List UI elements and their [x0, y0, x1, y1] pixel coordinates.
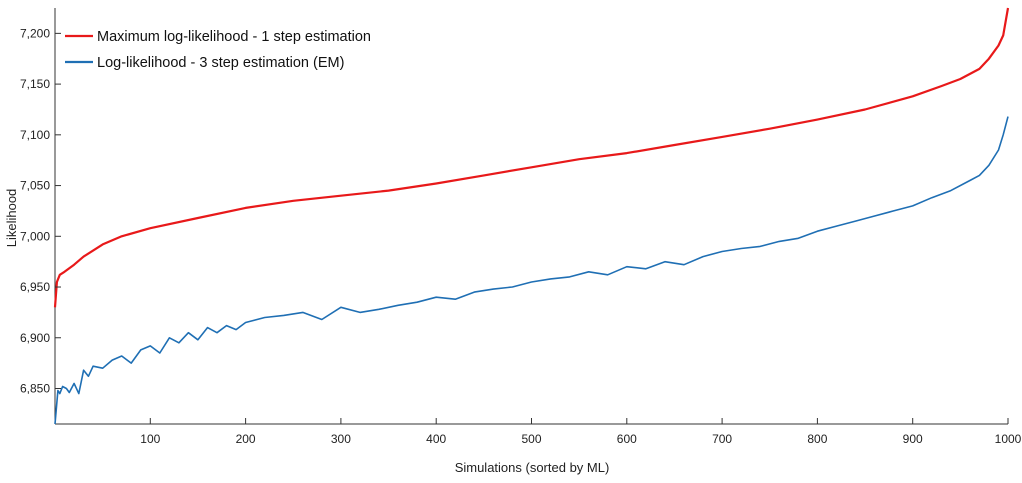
x-tick-label: 700 [712, 432, 732, 446]
y-tick-label: 7,050 [20, 179, 50, 193]
x-tick-label: 800 [807, 432, 827, 446]
x-tick-label: 1000 [995, 432, 1022, 446]
y-tick-label: 7,200 [20, 26, 50, 40]
x-axis-label: Simulations (sorted by ML) [455, 460, 610, 475]
series-line-em-3-step [54, 116, 1009, 425]
y-tick-label: 7,150 [20, 77, 50, 91]
y-tick-label: 7,100 [20, 128, 50, 142]
x-tick-label: 100 [140, 432, 160, 446]
x-ticks: 100 200 300 400 500 600 700 800 900 1000 [140, 418, 1022, 446]
y-tick-label: 6,900 [20, 331, 50, 345]
y-axis-label: Likelihood [4, 189, 19, 248]
x-tick-label: 900 [903, 432, 923, 446]
x-tick-label: 200 [236, 432, 256, 446]
legend-label-ml: Maximum log-likelihood - 1 step estimati… [97, 29, 371, 45]
series-line-ml-1-step [53, 7, 1010, 308]
x-tick-label: 500 [521, 432, 541, 446]
y-tick-label: 7,000 [20, 229, 50, 243]
x-tick-label: 600 [617, 432, 637, 446]
y-tick-label: 6,850 [20, 381, 50, 395]
y-tick-label: 6,950 [20, 280, 50, 294]
legend-label-em: Log-likelihood - 3 step estimation (EM) [97, 55, 344, 71]
series-lines [53, 7, 1010, 425]
x-tick-label: 300 [331, 432, 351, 446]
x-tick-label: 400 [426, 432, 446, 446]
legend: Maximum log-likelihood - 1 step estimati… [65, 29, 371, 71]
y-ticks: 6,850 6,900 6,950 7,000 7,050 7,100 7,150 7,200 [20, 26, 61, 395]
